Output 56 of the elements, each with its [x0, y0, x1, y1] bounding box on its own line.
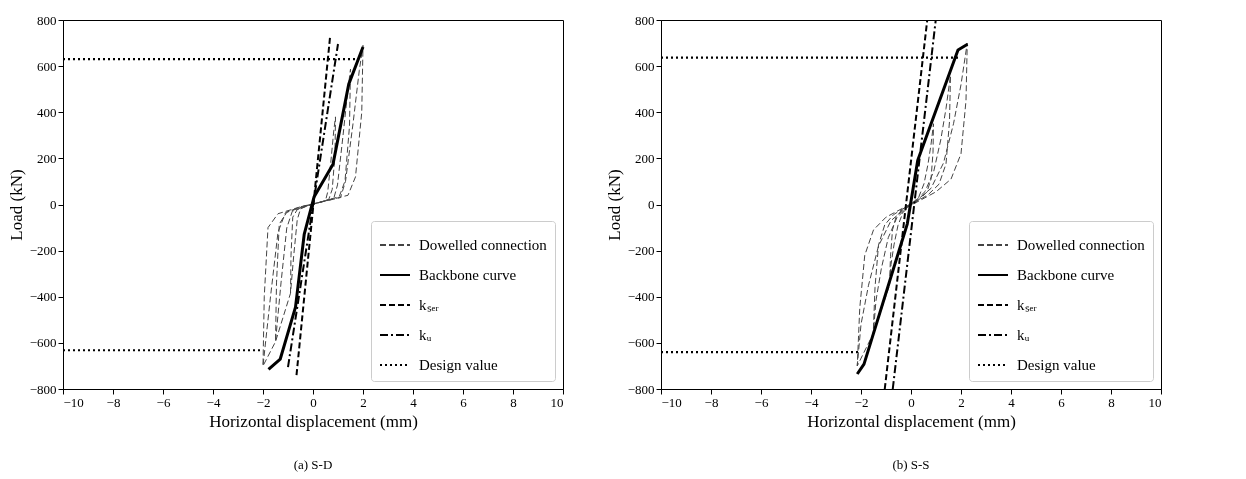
x-tick-label: −8 [106, 394, 121, 410]
y-tick-label: 800 [37, 12, 57, 28]
x-tick-label: −10 [661, 394, 682, 410]
y-tick-label: −600 [627, 335, 655, 351]
y-tick-label: 600 [635, 58, 655, 74]
legend-label: Backbone curve [1017, 267, 1115, 283]
x-tick-label: 6 [460, 394, 468, 410]
y-tick-label: 200 [635, 150, 655, 166]
legend-label: Backbone curve [419, 267, 517, 283]
legend-label: kₛₑᵣ [419, 297, 440, 313]
legend-label: kᵤ [1017, 327, 1030, 343]
y-axis-title: Load (kN) [6, 169, 26, 241]
y-tick-label: 600 [37, 58, 57, 74]
y-tick-label: 0 [50, 197, 57, 212]
x-tick-label: −6 [156, 394, 171, 410]
y-tick-label: 400 [635, 104, 655, 120]
x-tick-label: 0 [310, 394, 317, 410]
x-tick-label: 10 [550, 394, 564, 410]
x-axis-title: Horizontal displacement (mm) [209, 411, 418, 431]
y-tick-label: −400 [29, 289, 57, 305]
y-tick-label: −800 [627, 381, 655, 397]
y-axis-title: Load (kN) [604, 169, 624, 241]
x-axis-title: Horizontal displacement (mm) [807, 411, 1016, 431]
y-tick-label: 800 [635, 12, 655, 28]
text: (a) S-D [293, 457, 333, 472]
text: (b) S-S [892, 457, 930, 472]
x-tick-label: 0 [908, 394, 915, 410]
x-tick-label: −2 [854, 394, 869, 410]
x-tick-label: 6 [1058, 394, 1066, 410]
x-tick-label: −4 [804, 394, 819, 410]
y-tick-label: 400 [37, 104, 57, 120]
y-tick-label: 0 [648, 197, 655, 212]
x-tick-label: 4 [410, 394, 418, 410]
legend-label: Design value [419, 357, 499, 373]
y-tick-label: 200 [37, 150, 57, 166]
x-tick-label: −6 [754, 394, 769, 410]
legend-label: Design value [1017, 357, 1097, 373]
y-tick-label: −800 [29, 381, 57, 397]
x-tick-label: 8 [1108, 394, 1115, 410]
x-tick-label: 2 [360, 394, 367, 410]
x-tick-label: 2 [958, 394, 965, 410]
legend-label: kₛₑᵣ [1017, 297, 1038, 313]
y-tick-label: −600 [29, 335, 57, 351]
legend-label: kᵤ [419, 327, 432, 343]
x-tick-label: 10 [1148, 394, 1162, 410]
x-tick-label: 4 [1008, 394, 1016, 410]
legend-label: Dowelled connection [1017, 237, 1146, 253]
y-tick-label: −400 [627, 289, 655, 305]
x-tick-label: −4 [206, 394, 221, 410]
x-tick-label: 8 [510, 394, 517, 410]
x-tick-label: −8 [704, 394, 719, 410]
legend-label: Dowelled connection [419, 237, 548, 253]
y-tick-label: −200 [627, 243, 655, 259]
x-tick-label: −10 [63, 394, 84, 410]
y-tick-label: −200 [29, 243, 57, 259]
x-tick-label: −2 [256, 394, 271, 410]
